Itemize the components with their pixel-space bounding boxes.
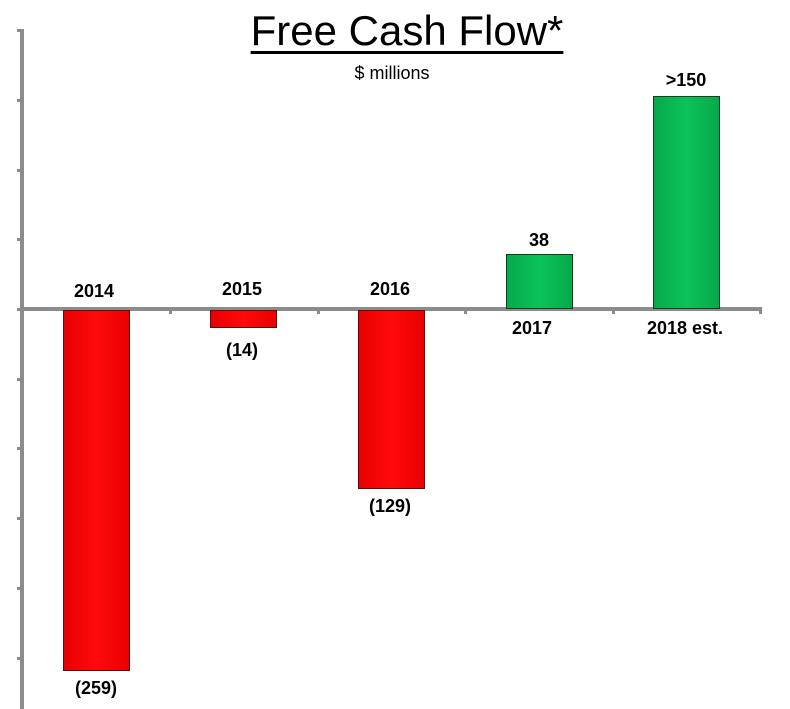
bar-2016	[358, 310, 425, 489]
bar-2014	[63, 310, 130, 671]
value-label-2015: (14)	[225, 340, 258, 360]
category-label-2018-est: 2018 est.	[646, 318, 724, 338]
y-tick	[17, 378, 23, 381]
y-tick	[17, 169, 23, 172]
y-tick	[17, 29, 23, 32]
category-label-2014: 2014	[73, 281, 115, 301]
x-tick	[169, 307, 172, 314]
category-label-2017: 2017	[511, 318, 553, 338]
x-tick	[759, 307, 762, 314]
category-label-2015: 2015	[221, 279, 263, 299]
bar-2017	[506, 254, 573, 309]
y-tick	[17, 447, 23, 450]
value-label-2017: 38	[528, 230, 550, 250]
x-tick	[317, 307, 320, 314]
value-label-2016: (129)	[368, 496, 412, 516]
x-tick	[612, 307, 615, 314]
y-axis	[20, 29, 24, 709]
category-label-2016: 2016	[369, 279, 411, 299]
y-tick	[17, 99, 23, 102]
y-tick	[17, 657, 23, 660]
chart-title: Free Cash Flow*	[0, 8, 790, 54]
value-label-2018-est: >150	[665, 70, 707, 90]
bar-2015	[210, 310, 277, 328]
chart-subtitle: $ millions	[354, 63, 430, 83]
y-tick	[17, 238, 23, 241]
bar-2018-est	[653, 96, 720, 309]
y-tick	[17, 587, 23, 590]
x-axis	[20, 307, 762, 311]
y-tick	[17, 517, 23, 520]
value-label-2014: (259)	[74, 678, 118, 698]
x-tick	[464, 307, 467, 314]
chart-title-text: Free Cash Flow*	[250, 7, 564, 54]
